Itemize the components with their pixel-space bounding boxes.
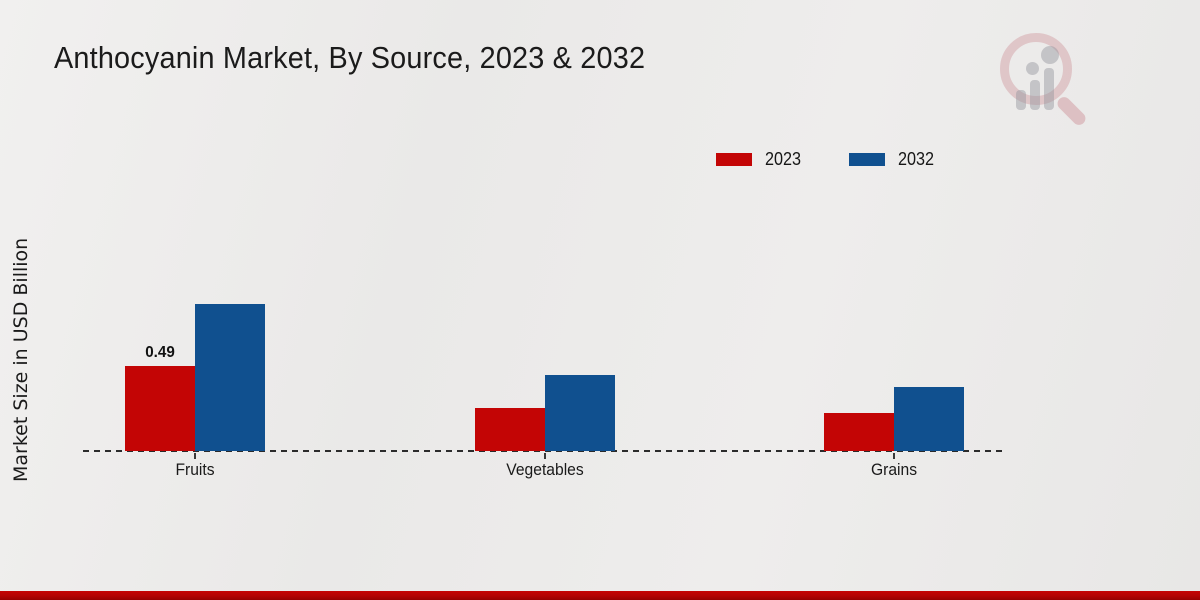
x-axis-tick (893, 453, 895, 459)
bar-2023-fruits (124, 366, 195, 451)
bar-2032-fruits (194, 303, 265, 451)
logo-bar-icon (1030, 80, 1040, 110)
legend-label: 2032 (898, 149, 935, 169)
logo-dot-icon (1041, 46, 1059, 64)
logo-dot-icon (1026, 62, 1039, 75)
mrfr-logo-watermark (995, 28, 1105, 128)
bar-value-label: 0.49 (144, 344, 175, 361)
bar-2032-vegetables (545, 374, 615, 451)
magnifier-handle-icon (1054, 94, 1089, 128)
bar-2032-grains (894, 386, 964, 451)
y-axis-label: Market Size in USD Billion (10, 237, 32, 483)
bar-group-fruits: 0.49 Fruits (124, 150, 265, 479)
x-axis-tick (193, 453, 196, 459)
legend-item-2032: 2032 (849, 149, 938, 170)
bar-2023-grains (824, 412, 894, 451)
x-axis-label-vegetables: Vegetables (506, 460, 584, 479)
legend-label: 2023 (765, 149, 802, 169)
bar-group-vegetables: Vegetables (475, 150, 615, 479)
magnifier-ring-icon (1000, 33, 1072, 105)
legend-item-2023: 2023 (716, 149, 805, 170)
legend-swatch-2032 (849, 153, 886, 166)
legend-swatch-2023 (716, 153, 752, 166)
chart-legend: 2023 2032 (716, 149, 938, 170)
bar-group-grains: Grains (824, 150, 964, 479)
footer-red-band (0, 591, 1200, 600)
x-axis-label-fruits: Fruits (174, 460, 215, 479)
chart-title: Anthocyanin Market, By Source, 2023 & 20… (54, 40, 646, 75)
x-axis-label-grains: Grains (870, 460, 918, 479)
bar-2023-vegetables (475, 407, 545, 451)
x-axis-baseline (83, 450, 1005, 452)
logo-bar-icon (1044, 68, 1054, 110)
plot-area: 0.49 Fruits Vegetables Grains (83, 150, 1005, 479)
x-axis-tick (544, 453, 546, 459)
logo-bar-icon (1016, 90, 1026, 110)
